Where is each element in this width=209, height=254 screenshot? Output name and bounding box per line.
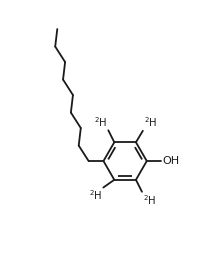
Text: $^2$H: $^2$H [94,115,108,129]
Text: $^2$H: $^2$H [89,188,102,202]
Text: $^2$H: $^2$H [144,116,157,129]
Text: OH: OH [162,156,180,166]
Text: $^2$H: $^2$H [143,193,156,207]
